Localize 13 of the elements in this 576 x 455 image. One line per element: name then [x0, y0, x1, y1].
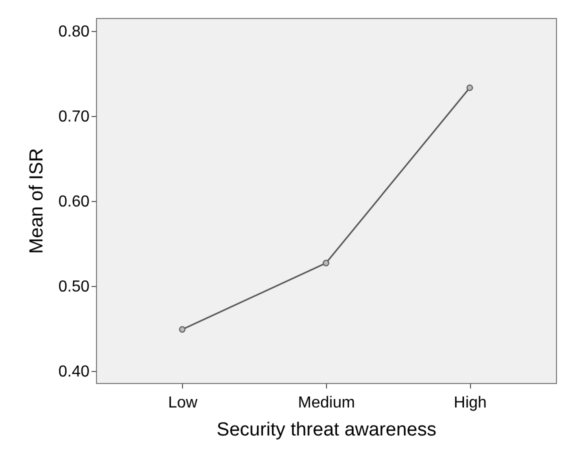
- x-tick-label: Low: [168, 394, 198, 412]
- point: [322, 260, 330, 266]
- y-tick-label: 0.80: [58, 23, 90, 40]
- x-tick-label: Medium: [298, 394, 355, 412]
- x-axis-title: Security threat awareness: [216, 420, 436, 440]
- y-axis-title: Mean of ISR: [26, 148, 48, 254]
- y-tick-label: 0.40: [58, 364, 90, 381]
- point: [466, 84, 473, 91]
- x-tick-label: High: [454, 394, 487, 412]
- y-tick-label: 0.60: [58, 193, 90, 210]
- y-tick-label: 0.50: [58, 278, 90, 296]
- point: [179, 326, 186, 333]
- y-tick-label: 0.70: [58, 108, 90, 126]
